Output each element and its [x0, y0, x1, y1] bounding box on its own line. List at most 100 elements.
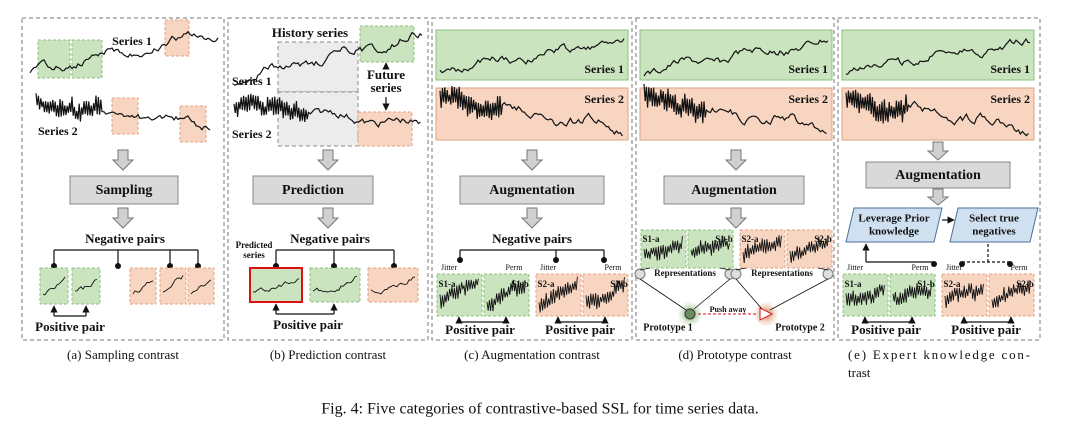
- segment-box: [129, 267, 157, 305]
- panel-frame: [837, 17, 1041, 341]
- augmentation-label: Jitter: [441, 263, 457, 272]
- view-label: S2-b: [1016, 279, 1034, 289]
- method-box: [252, 175, 374, 205]
- caption: (a) Sampling contrast: [67, 347, 179, 362]
- prototype-label: Prototype 1: [643, 322, 693, 333]
- segment-box: [249, 267, 303, 303]
- view-label: S2-b: [814, 234, 832, 244]
- method-box: [69, 175, 179, 205]
- push-away-label: Push away: [710, 305, 747, 314]
- series-line: [439, 38, 625, 74]
- series-line: [991, 280, 1031, 308]
- caption: (d) Prototype contrast: [678, 347, 792, 362]
- view-label: S2-a: [537, 279, 555, 289]
- dot: [959, 261, 965, 267]
- down-arrow: [111, 207, 135, 229]
- future-label: Future: [367, 67, 405, 82]
- series-label: Series 2: [38, 124, 78, 138]
- view-label: S1-b: [511, 279, 529, 289]
- history-region: [277, 41, 359, 93]
- down-arrow: [520, 207, 544, 229]
- dot: [115, 263, 121, 269]
- method-label: Augmentation: [489, 183, 575, 198]
- series-label: Series 2: [788, 92, 828, 106]
- series-line: [643, 83, 827, 135]
- augmentation-label: Perm: [1011, 263, 1029, 272]
- series-band: [639, 29, 833, 81]
- down-arrow: [926, 141, 950, 161]
- down-arrow: [926, 188, 950, 206]
- series-line: [892, 283, 932, 306]
- connector: [719, 267, 731, 271]
- segment-box: [187, 267, 215, 305]
- knowledge-box: [845, 207, 943, 243]
- series-label: Series 1: [232, 74, 272, 88]
- panel-frame: [635, 17, 835, 341]
- series-label: Series 1: [584, 62, 624, 76]
- series-line: [132, 280, 154, 295]
- prototype-label: Prototype 2: [775, 322, 825, 333]
- segment-box: [159, 267, 187, 305]
- view-label: S1-b: [917, 279, 935, 289]
- positive-pair-label: Positive pair: [545, 322, 615, 337]
- series-line: [944, 283, 984, 309]
- series-line: [585, 277, 625, 310]
- negative-pairs-label: Negative pairs: [492, 231, 572, 246]
- representation-node: [634, 268, 646, 280]
- method-box: [865, 161, 1011, 189]
- segment-box: [988, 273, 1035, 317]
- method-label: Prediction: [282, 183, 344, 198]
- dot: [931, 261, 937, 267]
- representation-node: [822, 268, 834, 280]
- panel-frame: [431, 17, 633, 341]
- view-label: S2-a: [943, 279, 961, 289]
- method-box: [459, 175, 605, 205]
- caption: trast: [848, 365, 871, 380]
- series-line: [538, 276, 578, 313]
- future-box: [357, 111, 413, 147]
- series-line: [29, 30, 219, 74]
- panel-frame: [21, 17, 225, 341]
- series-label: Series 2: [584, 92, 624, 106]
- connector: [693, 278, 731, 310]
- series-line: [742, 235, 782, 264]
- series-label: Series 1: [990, 62, 1030, 76]
- series-line: [252, 278, 300, 293]
- method-box: [663, 175, 805, 205]
- segment-box: [164, 19, 190, 57]
- predicted-label: Predicted: [236, 240, 273, 250]
- segment-box: [179, 105, 207, 143]
- series-line: [690, 236, 730, 258]
- series-line: [162, 275, 184, 293]
- series-line: [233, 93, 421, 129]
- dot: [457, 257, 463, 263]
- down-arrow: [724, 207, 748, 229]
- series-line: [233, 31, 423, 86]
- down-arrow: [520, 149, 544, 171]
- prototype-core: [759, 307, 774, 321]
- connector: [769, 278, 829, 311]
- segment-box: [39, 267, 69, 305]
- positive-pair-label: Positive pair: [851, 322, 921, 337]
- segment-box: [37, 39, 71, 79]
- positive-pair-label: Positive pair: [951, 322, 1021, 337]
- series-line: [42, 276, 66, 296]
- negative-pairs-label: Negative pairs: [85, 231, 165, 246]
- series-band: [435, 29, 629, 81]
- view-label: S2-b: [610, 279, 628, 289]
- series-line: [312, 275, 358, 293]
- series-line: [845, 89, 1029, 137]
- series-line: [643, 236, 683, 261]
- prior-label: knowledge: [869, 226, 919, 238]
- figure-caption: Fig. 4: Five categories of contrastive-b…: [321, 401, 759, 418]
- panel-frame: [227, 17, 429, 341]
- caption: (b) Prediction contrast: [270, 347, 387, 362]
- down-arrow: [111, 149, 135, 171]
- down-arrow: [316, 149, 340, 171]
- series-line: [190, 279, 212, 295]
- history-label: History series: [272, 25, 348, 40]
- augmentation-label: Jitter: [540, 263, 556, 272]
- series-line: [845, 38, 1031, 76]
- down-arrow: [724, 149, 748, 171]
